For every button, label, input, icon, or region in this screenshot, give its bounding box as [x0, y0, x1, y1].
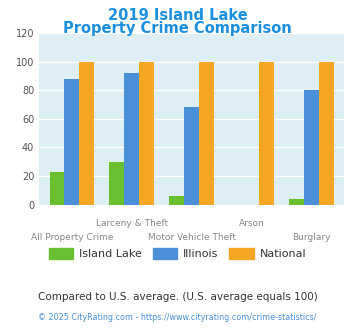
Bar [289, 199, 304, 205]
Text: Motor Vehicle Theft: Motor Vehicle Theft [148, 233, 236, 242]
Bar [319, 62, 334, 205]
Legend: Island Lake, Illinois, National: Island Lake, Illinois, National [44, 244, 311, 263]
Bar [259, 62, 274, 205]
Text: Larceny & Theft: Larceny & Theft [96, 219, 168, 228]
Text: All Property Crime: All Property Crime [31, 233, 113, 242]
Bar [80, 62, 94, 205]
Bar [199, 62, 214, 205]
Bar [184, 107, 199, 205]
Text: Burglary: Burglary [292, 233, 331, 242]
Text: Arson: Arson [239, 219, 264, 228]
Text: Property Crime Comparison: Property Crime Comparison [63, 21, 292, 36]
Text: © 2025 CityRating.com - https://www.cityrating.com/crime-statistics/: © 2025 CityRating.com - https://www.city… [38, 313, 317, 322]
Bar [139, 62, 154, 205]
Text: Compared to U.S. average. (U.S. average equals 100): Compared to U.S. average. (U.S. average … [38, 292, 317, 302]
Bar [109, 162, 124, 205]
Bar [304, 90, 319, 205]
Bar [169, 196, 184, 205]
Text: 2019 Island Lake: 2019 Island Lake [108, 8, 247, 23]
Bar [124, 73, 139, 205]
Bar [65, 79, 80, 205]
Bar [50, 172, 65, 205]
